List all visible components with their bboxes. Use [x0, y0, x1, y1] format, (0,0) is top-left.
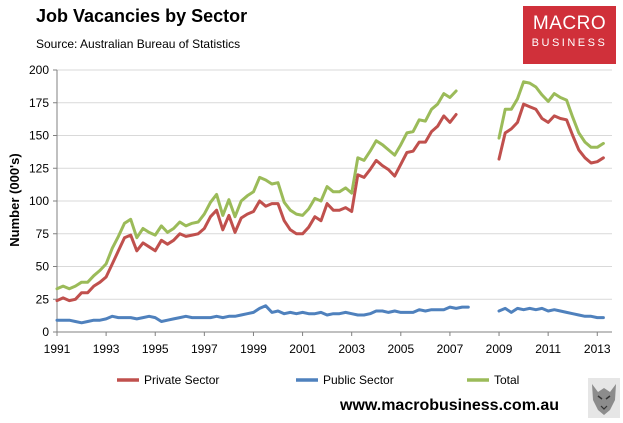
- legend-label: Total: [494, 373, 519, 387]
- y-tick-label: 175: [29, 96, 49, 110]
- x-tick-label: 1995: [142, 342, 169, 356]
- wolf-mascot-icon: [588, 378, 620, 418]
- y-tick-label: 25: [36, 292, 50, 306]
- x-tick-label: 1999: [240, 342, 267, 356]
- series-line: [55, 102, 605, 303]
- x-tick-label: 1993: [93, 342, 120, 356]
- x-tick-label: 2009: [486, 342, 513, 356]
- series-line: [55, 304, 605, 325]
- y-tick-label: 75: [36, 227, 50, 241]
- series-total: [55, 80, 605, 291]
- y-tick-label: 100: [29, 194, 49, 208]
- chart-title: Job Vacancies by Sector: [36, 6, 248, 26]
- y-tick-label: 0: [42, 325, 49, 339]
- chart-subtitle: Source: Australian Bureau of Statistics: [36, 37, 241, 51]
- legend-label: Private Sector: [144, 373, 219, 387]
- series-private-sector: [55, 102, 605, 303]
- website-url: www.macrobusiness.com.au: [340, 397, 560, 414]
- series-public-sector: [55, 304, 605, 325]
- legend-label: Public Sector: [323, 373, 394, 387]
- x-tick-label: 1991: [44, 342, 71, 356]
- x-tick-label: 2011: [535, 342, 561, 356]
- x-tick-label: 1997: [191, 342, 218, 356]
- x-tick-label: 2007: [437, 342, 464, 356]
- brand-line-1: MACRO: [532, 13, 607, 34]
- y-axis-label: Number (000's): [7, 153, 22, 246]
- x-tick-label: 2005: [387, 342, 414, 356]
- x-tick-label: 2013: [584, 342, 611, 356]
- y-tick-label: 50: [36, 260, 50, 274]
- y-tick-label: 200: [29, 63, 49, 77]
- x-tick-label: 2001: [289, 342, 316, 356]
- series-line: [55, 80, 605, 291]
- brand-line-2: BUSINESS: [531, 37, 608, 49]
- y-tick-label: 150: [29, 129, 49, 143]
- x-tick-label: 2003: [338, 342, 365, 356]
- y-tick-label: 125: [29, 161, 49, 175]
- brand-logo: MACRO BUSINESS: [523, 6, 616, 64]
